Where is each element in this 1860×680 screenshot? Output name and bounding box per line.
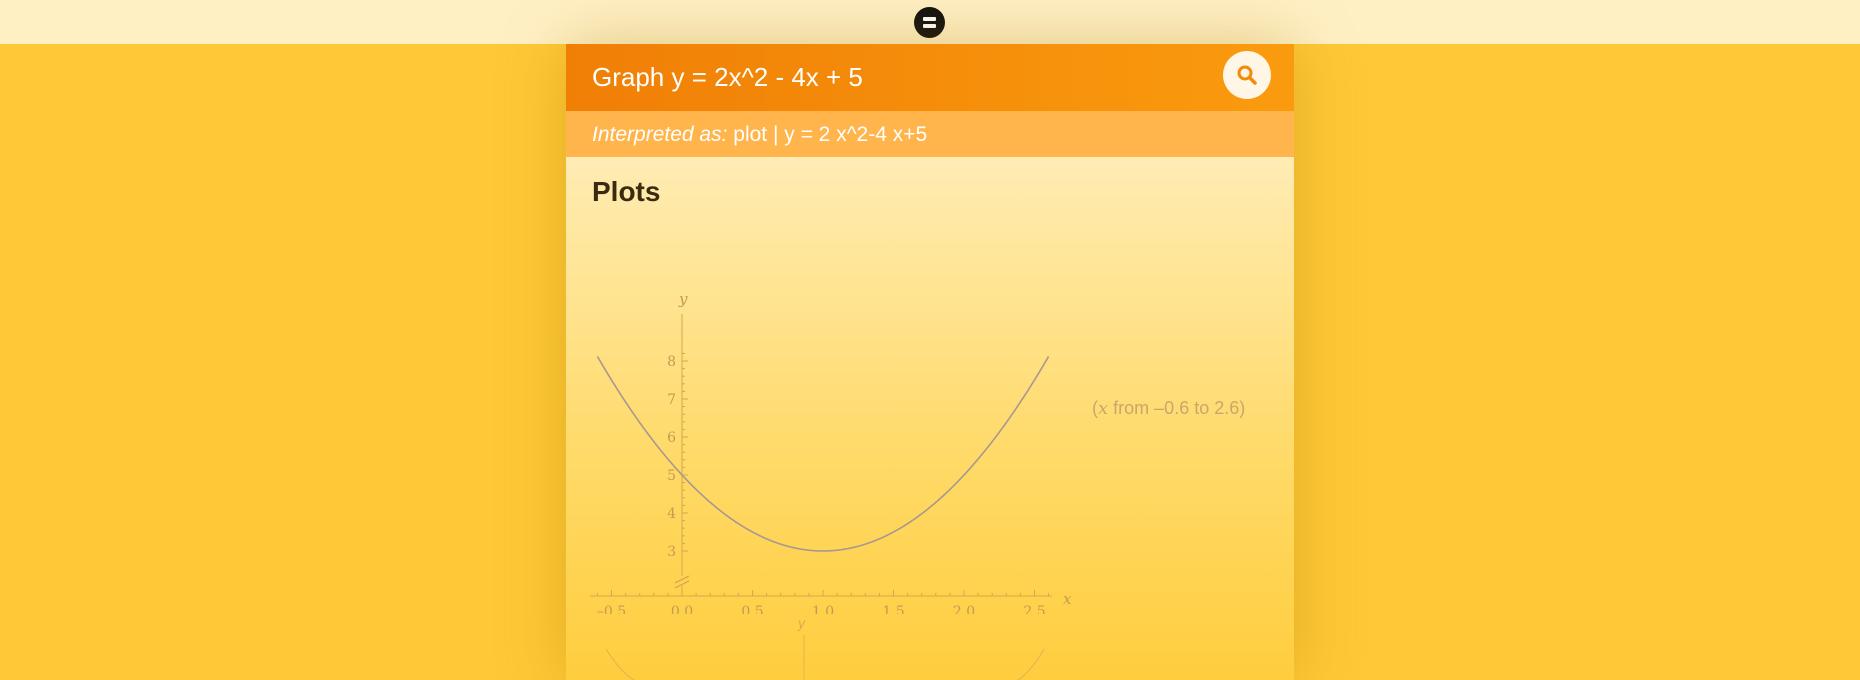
- axis-break-mark: [674, 575, 690, 584]
- function-curve: [596, 356, 1050, 552]
- x-tick-label: 1.0: [812, 604, 834, 614]
- y-tick-label: 5: [667, 468, 676, 484]
- x-tick-label: 0.0: [671, 604, 693, 614]
- x-tick-label: 2.5: [1023, 604, 1045, 614]
- y-ticks: 3 4 5 6 7 8: [667, 352, 688, 560]
- query-header: Graph y = 2x^2 - 4x + 5: [566, 44, 1294, 111]
- pod-title: Plots: [592, 176, 661, 207]
- interpretation-label: Interpreted as:: [592, 123, 728, 146]
- menu-icon-line: [923, 17, 936, 21]
- interpretation-text: Interpreted as: plot | y = 2 x^2-4 x+5: [592, 123, 927, 147]
- x-tick-label: –0.5: [597, 604, 626, 614]
- x-tick-label: 0.5: [741, 604, 763, 614]
- x-tick-label: 1.5: [882, 604, 904, 614]
- function-plot: –0.5 0.0 0.5 1.0 1.5 2.0 2.5 3 4 5 6 7 8 x y: [590, 290, 1072, 614]
- menu-icon[interactable]: [914, 7, 945, 38]
- y-tick-label: 6: [667, 430, 676, 446]
- y-tick-label: 3: [667, 544, 676, 560]
- interpretation-bar: Interpreted as: plot | y = 2 x^2-4 x+5: [566, 111, 1294, 157]
- interpretation-value: plot | y = 2 x^2-4 x+5: [733, 123, 928, 146]
- search-icon: [1237, 65, 1257, 85]
- y-tick-label: 7: [667, 392, 676, 408]
- second-plot-partial: y: [605, 615, 1045, 680]
- axis-break-mark: [674, 580, 690, 589]
- query-text[interactable]: Graph y = 2x^2 - 4x + 5: [592, 62, 863, 92]
- y-axis-label: y: [678, 290, 688, 308]
- top-bar: [0, 0, 1860, 44]
- x-tick-label: 2.0: [953, 604, 975, 614]
- x-axis-label: x: [1063, 590, 1072, 608]
- range-variable: x: [1098, 398, 1109, 419]
- y-tick-label: 4: [667, 506, 676, 522]
- range-text: from –0.6 to 2.6: [1113, 398, 1240, 418]
- y-tick-label: 8: [667, 354, 676, 370]
- menu-icon-line: [923, 24, 936, 28]
- plot-range: (x from –0.6 to 2.6): [1092, 398, 1246, 419]
- second-plot-y-label: y: [797, 615, 806, 631]
- search-button[interactable]: [1223, 51, 1271, 99]
- result-card: Graph y = 2x^2 - 4x + 5 Interpreted as: …: [566, 44, 1294, 680]
- second-plot-curve-right: [1016, 648, 1045, 680]
- second-plot-curve-left: [605, 648, 635, 680]
